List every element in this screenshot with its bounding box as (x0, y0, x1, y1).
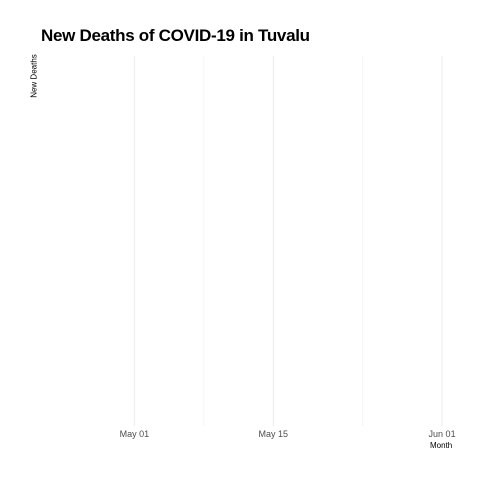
x-axis-label: Month (430, 441, 453, 450)
x-tick-label: Jun 01 (429, 429, 456, 439)
x-tick-label: May 01 (120, 429, 150, 439)
x-tick-label: May 15 (259, 429, 289, 439)
chart-title: New Deaths of COVID-19 in Tuvalu (41, 26, 310, 45)
